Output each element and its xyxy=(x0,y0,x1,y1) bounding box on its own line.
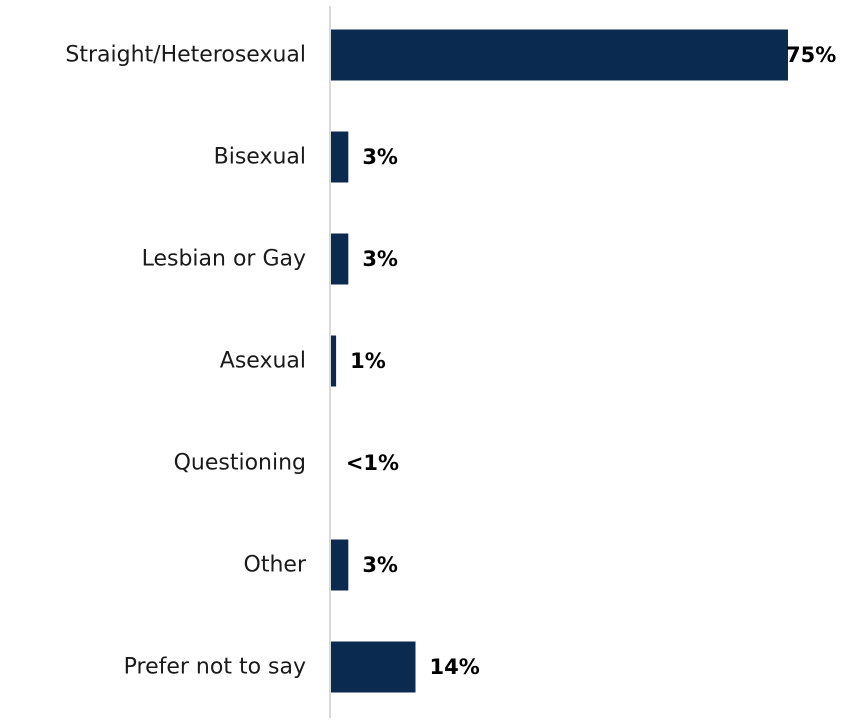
bar-asexual xyxy=(330,335,337,387)
category-label-straight-heterosexual: Straight/Heterosexual xyxy=(65,43,306,68)
value-label-straight-heterosexual: 75% xyxy=(786,43,836,67)
value-label-asexual: 1% xyxy=(350,349,386,373)
bar-bisexual xyxy=(330,131,349,183)
category-label-prefer-not-to-say: Prefer not to say xyxy=(124,655,306,680)
value-label-questioning: <1% xyxy=(346,451,399,475)
bar-straight-heterosexual xyxy=(330,29,788,81)
category-label-bisexual: Bisexual xyxy=(214,145,306,170)
bars-layer xyxy=(330,29,788,693)
category-label-other: Other xyxy=(244,553,307,578)
category-label-asexual: Asexual xyxy=(220,349,306,374)
value-label-bisexual: 3% xyxy=(362,145,398,169)
value-label-lesbian-or-gay: 3% xyxy=(362,247,398,271)
category-label-questioning: Questioning xyxy=(174,451,306,476)
category-label-lesbian-or-gay: Lesbian or Gay xyxy=(142,247,306,272)
labels-layer: Straight/Heterosexual 75% Bisexual 3% Lesbia… xyxy=(65,43,836,680)
value-label-prefer-not-to-say: 14% xyxy=(429,655,479,679)
bar-lesbian-or-gay xyxy=(330,233,349,285)
bar-prefer-not-to-say xyxy=(330,641,416,693)
value-label-other: 3% xyxy=(362,553,398,577)
bar-other xyxy=(330,539,349,591)
